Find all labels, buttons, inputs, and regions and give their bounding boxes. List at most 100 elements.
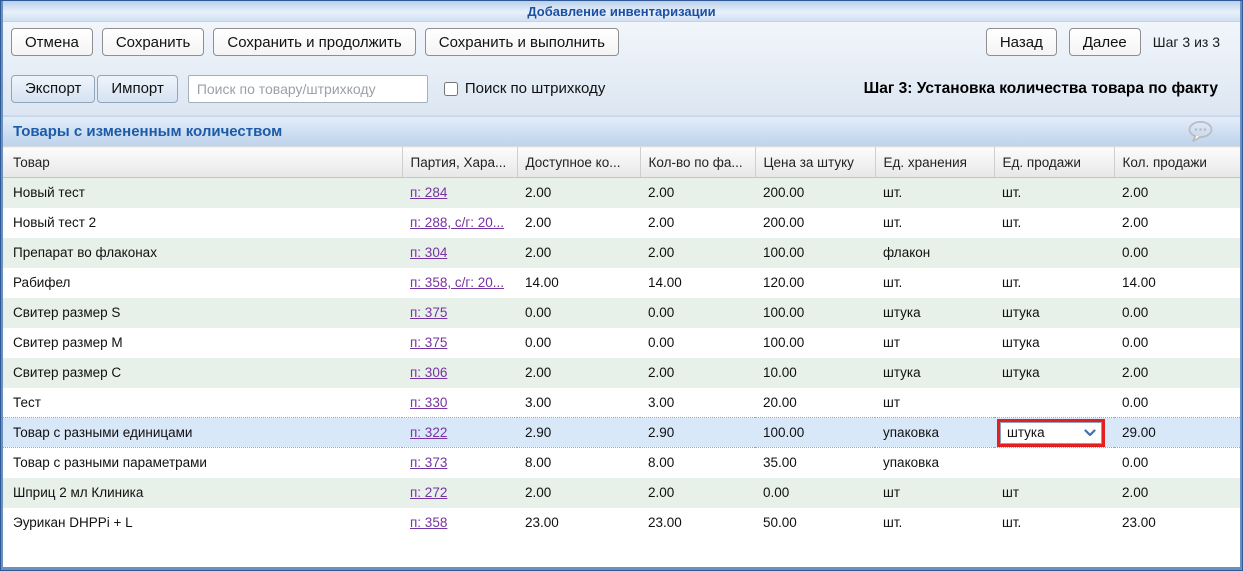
save-and-continue-button[interactable]: Сохранить и продолжить <box>213 28 416 56</box>
batch-link[interactable]: п: 284 <box>410 185 448 201</box>
cell-sale-qty[interactable]: 23.00 <box>1122 515 1156 530</box>
cell-actual-qty[interactable]: 2.90 <box>640 417 755 448</box>
search-input[interactable] <box>187 74 428 103</box>
cell-available-qty[interactable]: 23.00 <box>525 515 559 530</box>
cell-sale-unit[interactable]: шт. <box>994 208 1114 238</box>
cell-product[interactable]: Свитер размер M <box>13 335 123 350</box>
cell-price[interactable]: 200.00 <box>763 215 805 230</box>
cell-price[interactable]: 20.00 <box>763 394 797 410</box>
table-row[interactable]: Свитер размер C п: 306 2.00 2.00 10.00 ш… <box>3 357 1240 388</box>
cell-sale-unit[interactable]: штука <box>994 417 1114 448</box>
cell-available-qty[interactable]: 3.00 <box>525 394 552 410</box>
cell-storage-unit[interactable]: шт <box>883 335 901 350</box>
cell-available-qty[interactable]: 2.00 <box>525 185 552 201</box>
column-header-6[interactable]: Ед. хранения <box>874 146 994 178</box>
cell-storage-unit[interactable]: шт <box>883 394 901 410</box>
cancel-button[interactable]: Отмена <box>11 28 93 56</box>
save-button[interactable]: Сохранить <box>101 28 205 56</box>
batch-link[interactable]: п: 375 <box>410 335 448 350</box>
cell-product[interactable]: Эурикан DHPPi + L <box>13 515 133 530</box>
sale-unit-dropdown[interactable]: штука <box>1000 421 1102 444</box>
batch-link[interactable]: п: 358 <box>410 515 448 530</box>
cell-sale-qty[interactable]: 0.00 <box>1122 455 1149 471</box>
cell-product[interactable]: Шприц 2 мл Клиника <box>13 485 144 500</box>
column-header-5[interactable]: Цена за штуку <box>754 146 875 178</box>
batch-link[interactable]: п: 330 <box>410 394 448 410</box>
cell-actual-qty[interactable]: 0.00 <box>648 335 675 350</box>
cell-storage-unit[interactable]: упаковка <box>883 455 940 471</box>
cell-sale-qty[interactable]: 2.00 <box>1122 485 1149 500</box>
cell-actual-qty[interactable]: 2.00 <box>648 245 675 260</box>
table-row[interactable]: Препарат во флаконах п: 304 2.00 2.00 10… <box>3 237 1240 268</box>
cell-price[interactable]: 100.00 <box>763 305 805 320</box>
batch-link[interactable]: п: 322 <box>410 425 448 440</box>
cell-storage-unit[interactable]: шт. <box>883 215 903 230</box>
cell-actual-qty[interactable]: 3.00 <box>648 394 675 410</box>
cell-actual-qty[interactable]: 2.00 <box>648 185 675 201</box>
column-header-7[interactable]: Ед. продажи <box>993 146 1114 178</box>
cell-price[interactable]: 10.00 <box>763 365 797 380</box>
cell-available-qty[interactable]: 2.00 <box>525 365 552 380</box>
cell-actual-qty[interactable]: 23.00 <box>648 515 682 530</box>
cell-product[interactable]: Рабифел <box>13 275 71 290</box>
cell-sale-unit[interactable]: штука <box>994 358 1114 388</box>
batch-link[interactable]: п: 358, с/г: 20... <box>410 275 505 290</box>
cell-sale-unit[interactable]: штука <box>994 328 1114 358</box>
table-row[interactable]: Шприц 2 мл Клиника п: 272 2.00 2.00 0.00… <box>3 477 1240 508</box>
cell-product[interactable]: Товар с разными параметрами <box>13 455 207 471</box>
cell-sale-unit[interactable]: шт. <box>994 268 1114 298</box>
cell-available-qty[interactable]: 0.00 <box>525 335 552 350</box>
cell-storage-unit[interactable]: штука <box>883 305 921 320</box>
speech-bubble-icon[interactable] <box>1187 120 1214 143</box>
cell-sale-qty[interactable]: 0.00 <box>1122 394 1149 410</box>
cell-available-qty[interactable]: 2.90 <box>517 417 640 448</box>
cell-product[interactable]: Товар с разными единицами <box>3 417 402 448</box>
cell-available-qty[interactable]: 2.00 <box>525 485 552 500</box>
table-row[interactable]: Новый тест 2 п: 288, с/г: 20... 2.00 2.0… <box>3 208 1240 238</box>
cell-actual-qty[interactable]: 2.00 <box>648 485 675 500</box>
back-button[interactable]: Назад <box>985 28 1057 56</box>
cell-product[interactable]: Препарат во флаконах <box>13 245 157 260</box>
cell-sale-qty[interactable]: 2.00 <box>1122 185 1149 201</box>
cell-sale-unit[interactable]: шт. <box>994 508 1114 538</box>
cell-storage-unit[interactable]: шт <box>883 485 901 500</box>
cell-available-qty[interactable]: 8.00 <box>525 455 552 471</box>
cell-storage-unit[interactable]: шт. <box>883 515 903 530</box>
save-and-execute-button[interactable]: Сохранить и выполнить <box>424 28 619 56</box>
cell-storage-unit[interactable]: шт. <box>883 275 903 290</box>
table-row[interactable]: Товар с разными параметрами п: 373 8.00 … <box>3 448 1240 478</box>
cell-sale-qty[interactable]: 0.00 <box>1122 245 1149 260</box>
table-row[interactable]: Новый тест п: 284 2.00 2.00 200.00 шт. ш… <box>3 177 1240 208</box>
cell-actual-qty[interactable]: 8.00 <box>648 455 675 471</box>
table-row[interactable]: Рабифел п: 358, с/г: 20... 14.00 14.00 1… <box>3 268 1240 298</box>
cell-sale-unit[interactable]: шт. <box>994 178 1114 208</box>
cell-storage-unit[interactable]: флакон <box>883 245 931 260</box>
cell-sale-qty[interactable]: 2.00 <box>1122 365 1149 380</box>
table-row[interactable]: Свитер размер M п: 375 0.00 0.00 100.00 … <box>3 328 1240 358</box>
barcode-search-toggle[interactable]: Поиск по штрихкоду <box>443 80 605 97</box>
cell-sale-qty[interactable]: 0.00 <box>1122 335 1149 350</box>
cell-price[interactable]: 120.00 <box>763 275 805 290</box>
cell-actual-qty[interactable]: 14.00 <box>648 275 682 290</box>
batch-link[interactable]: п: 288, с/г: 20... <box>410 215 505 230</box>
cell-sale-unit[interactable]: штука <box>994 298 1114 328</box>
cell-available-qty[interactable]: 2.00 <box>525 245 552 260</box>
cell-price[interactable]: 35.00 <box>763 455 797 471</box>
table-row[interactable]: Эурикан DHPPi + L п: 358 23.00 23.00 50.… <box>3 508 1240 538</box>
cell-storage-unit[interactable]: шт. <box>883 185 903 201</box>
cell-sale-unit[interactable]: шт <box>994 478 1114 508</box>
cell-sale-unit[interactable] <box>994 238 1114 268</box>
column-header-4[interactable]: Кол-во по фа... <box>639 146 755 178</box>
batch-link[interactable]: п: 272 <box>410 485 448 500</box>
cell-available-qty[interactable]: 14.00 <box>525 275 559 290</box>
cell-actual-qty[interactable]: 2.00 <box>648 365 675 380</box>
export-button[interactable]: Экспорт <box>11 74 96 103</box>
cell-available-qty[interactable]: 2.00 <box>525 215 552 230</box>
cell-available-qty[interactable]: 0.00 <box>525 305 552 320</box>
cell-product[interactable]: Новый тест <box>13 185 85 201</box>
cell-storage-unit[interactable]: упаковка <box>875 417 994 448</box>
cell-price[interactable]: 100.00 <box>763 245 805 260</box>
cell-sale-unit[interactable] <box>994 388 1114 418</box>
import-button[interactable]: Импорт <box>97 74 178 103</box>
cell-sale-unit[interactable] <box>994 448 1114 478</box>
